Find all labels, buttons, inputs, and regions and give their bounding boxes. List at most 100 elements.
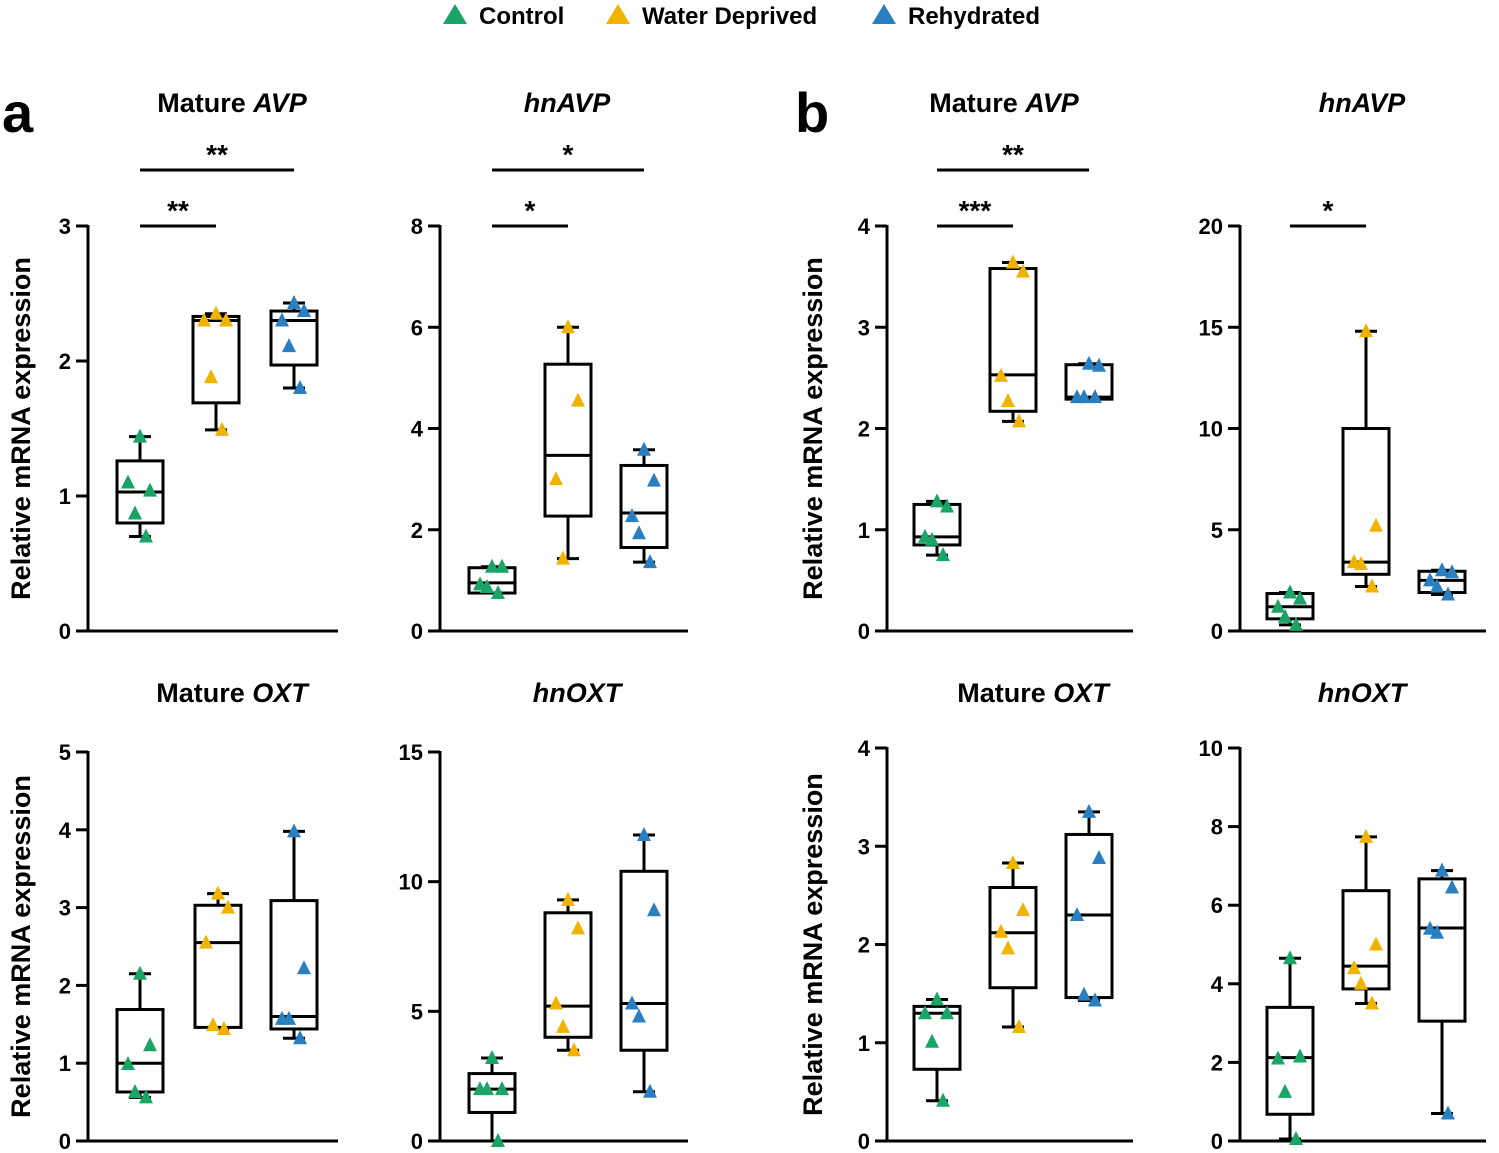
data-point	[287, 823, 301, 838]
data-point	[567, 1042, 581, 1057]
box	[1265, 1005, 1315, 1116]
data-point	[221, 899, 235, 914]
data-point	[637, 441, 651, 456]
significance-label: **	[167, 195, 189, 226]
y-tick-label: 4	[858, 736, 871, 761]
data-point	[1289, 1131, 1303, 1146]
chart-title-prefix: Mature	[157, 88, 253, 118]
data-point	[647, 472, 661, 487]
chart-title-prefix: Mature	[929, 88, 1025, 118]
data-point	[1435, 862, 1449, 877]
significance-label: *	[525, 195, 536, 226]
data-point	[1359, 828, 1373, 843]
data-point	[643, 1083, 657, 1098]
data-point	[1092, 850, 1106, 865]
data-point	[209, 305, 223, 320]
series-water-deprived	[1341, 323, 1391, 593]
y-tick-label: 1	[59, 484, 71, 509]
y-tick-label: 1	[858, 1031, 870, 1056]
chart-title: Mature OXT	[156, 678, 310, 708]
chart-title-gene: AVP	[1024, 88, 1080, 118]
data-point	[1012, 413, 1026, 428]
data-point	[918, 1005, 932, 1020]
chart-title: Mature AVP	[929, 88, 1080, 118]
data-point	[1006, 254, 1020, 269]
box	[467, 1072, 517, 1114]
y-tick-label: 1	[59, 1051, 71, 1076]
data-point	[1347, 960, 1361, 975]
data-point	[217, 1020, 231, 1035]
data-point	[925, 531, 939, 546]
data-point	[1423, 920, 1437, 935]
box	[619, 869, 669, 1052]
data-point	[1278, 608, 1292, 623]
data-point	[1441, 1105, 1455, 1120]
legend-item-control: Control	[443, 3, 564, 30]
data-point	[287, 294, 301, 309]
box	[988, 886, 1038, 990]
box	[912, 1004, 962, 1071]
y-tick-label: 10	[399, 870, 423, 895]
y-tick-label: 5	[411, 999, 423, 1024]
data-point	[1289, 616, 1303, 631]
data-point	[139, 528, 153, 543]
data-point	[128, 1083, 142, 1098]
chart-title-gene: hnOXT	[533, 678, 624, 708]
y-tick-label: 0	[411, 619, 423, 644]
legend-marker-control	[443, 4, 467, 24]
y-tick-label: 0	[858, 619, 870, 644]
data-point	[1423, 572, 1437, 587]
y-tick-label: 2	[1211, 1050, 1223, 1075]
chart-title: hnAVP	[524, 88, 611, 118]
legend-label-control: Control	[479, 3, 564, 30]
data-point	[133, 965, 147, 980]
series-control	[912, 493, 962, 562]
data-point	[561, 319, 575, 334]
y-tick-label: 0	[59, 1129, 71, 1153]
y-tick-label: 15	[1199, 315, 1223, 340]
data-point	[1016, 902, 1030, 917]
y-tick-label: 4	[858, 214, 871, 239]
data-point	[480, 578, 494, 593]
data-point	[143, 1037, 157, 1052]
y-tick-label: 0	[1211, 1129, 1223, 1153]
y-tick-label: 20	[1199, 214, 1223, 239]
legend-label-water-deprived: Water Deprived	[642, 3, 817, 30]
chart-title-prefix: Mature	[957, 678, 1053, 708]
series-water-deprived	[193, 885, 243, 1035]
box	[191, 314, 241, 405]
y-tick-label: 3	[59, 214, 71, 239]
significance-label: **	[1002, 139, 1024, 170]
data-point	[282, 1010, 296, 1025]
data-point	[1365, 995, 1379, 1010]
chart-a-hnavp: hnAVP 0 2 4 6 8 * *	[411, 88, 688, 644]
chart-title-prefix: Mature	[156, 678, 252, 708]
data-point	[940, 1005, 954, 1020]
y-axis-label: Relative mRNA expression	[6, 257, 36, 600]
data-point	[632, 525, 646, 540]
data-point	[199, 934, 213, 949]
series-rehydrated	[1417, 862, 1467, 1120]
data-point	[1001, 940, 1015, 955]
data-point	[297, 303, 311, 318]
data-point	[1369, 936, 1383, 951]
data-point	[495, 1081, 509, 1096]
y-tick-label: 1	[858, 518, 870, 543]
data-point	[1430, 578, 1444, 593]
data-point	[1445, 564, 1459, 579]
series-water-deprived	[191, 305, 241, 436]
data-point	[143, 482, 157, 497]
y-axis-label: Relative mRNA expression	[6, 775, 36, 1118]
data-point	[1435, 562, 1449, 577]
data-point	[1070, 907, 1084, 922]
data-point	[936, 547, 950, 562]
y-tick-label: 8	[1211, 815, 1223, 840]
significance-label: ***	[959, 195, 992, 226]
data-point	[1283, 584, 1297, 599]
box	[1341, 427, 1391, 576]
series-control	[467, 1050, 517, 1147]
chart-a-oxt: Mature OXT Relative mRNA expression 0 1 2 3 4 5	[6, 678, 338, 1153]
y-tick-label: 2	[411, 518, 423, 543]
data-point	[1001, 393, 1015, 408]
data-point	[647, 902, 661, 917]
